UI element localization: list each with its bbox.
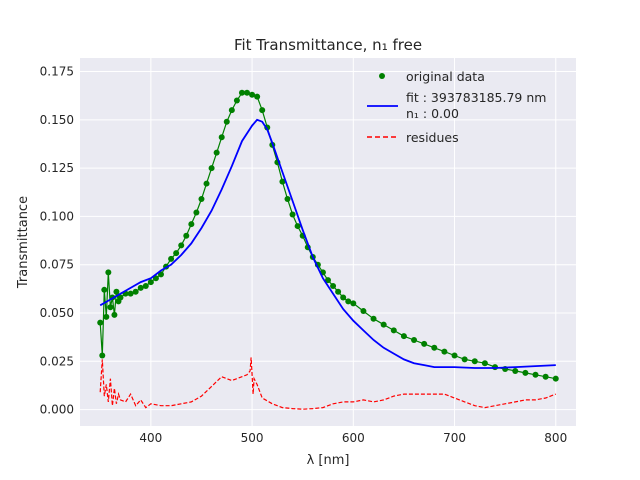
data-point <box>249 91 256 98</box>
data-point <box>370 315 377 322</box>
data-point <box>335 288 342 295</box>
data-point <box>101 286 108 293</box>
data-point <box>213 149 220 156</box>
series-layer <box>97 89 559 410</box>
data-point <box>330 282 337 289</box>
series-fit-line <box>99 118 556 369</box>
data-point <box>461 356 468 363</box>
legend-fit-label: fit : 393783185.79 nm <box>406 90 546 105</box>
data-point <box>107 304 114 311</box>
data-point <box>127 290 134 297</box>
data-point <box>279 178 286 185</box>
data-point <box>103 313 110 320</box>
data-point <box>168 255 175 262</box>
data-point <box>421 340 428 347</box>
data-point <box>522 369 529 376</box>
y-tick-labels: 0.000 0.025 0.050 0.075 0.100 0.125 0.150 0.175 <box>40 65 74 417</box>
x-tick-label: 400 <box>139 431 162 445</box>
data-point <box>157 271 164 278</box>
x-tick-label: 700 <box>443 431 466 445</box>
legend-original-data-label: original data <box>406 69 485 84</box>
data-point <box>178 242 185 249</box>
data-point <box>552 375 559 382</box>
data-point <box>294 223 301 230</box>
data-point <box>223 118 230 125</box>
data-point <box>183 232 190 239</box>
data-point <box>111 311 118 318</box>
data-point <box>233 97 240 104</box>
data-point <box>147 279 154 286</box>
legend: original data fit : 393783185.79 nm n₁ :… <box>367 69 546 145</box>
y-tick-label: 0.025 <box>40 354 74 368</box>
data-point <box>238 89 245 96</box>
y-tick-label: 0.175 <box>40 65 74 79</box>
data-point <box>284 196 291 203</box>
y-tick-label: 0.125 <box>40 161 74 175</box>
data-point <box>431 344 438 351</box>
data-point <box>173 250 180 257</box>
data-point <box>289 211 296 218</box>
legend-residues-label: residues <box>406 130 459 145</box>
data-point <box>441 348 448 355</box>
data-point <box>132 288 139 295</box>
data-point <box>259 107 266 114</box>
data-point <box>105 269 112 276</box>
data-point <box>97 319 104 326</box>
data-point <box>228 107 235 114</box>
data-point <box>325 277 331 284</box>
data-point <box>451 352 458 359</box>
y-axis-label: Transmittance <box>16 196 31 289</box>
data-point <box>411 337 418 344</box>
data-point <box>198 196 205 203</box>
y-tick-label: 0.150 <box>40 113 74 127</box>
data-point <box>512 367 519 374</box>
data-point <box>137 284 144 291</box>
data-point <box>360 308 367 315</box>
x-tick-label: 500 <box>241 431 264 445</box>
y-tick-label: 0.075 <box>40 258 74 272</box>
data-point <box>345 298 352 305</box>
data-point <box>218 134 225 141</box>
data-point <box>390 327 397 334</box>
plot-area-background <box>80 58 576 426</box>
y-tick-label: 0.050 <box>40 306 74 320</box>
data-point <box>471 358 478 365</box>
data-point <box>350 300 357 307</box>
data-point <box>152 275 159 282</box>
data-point <box>380 321 387 328</box>
series-residues-line <box>99 357 557 410</box>
data-point <box>481 360 488 367</box>
legend-original-data-marker <box>379 73 385 79</box>
data-point <box>400 333 407 340</box>
y-tick-label: 0.100 <box>40 209 74 223</box>
grid <box>80 58 576 426</box>
data-point <box>542 373 549 380</box>
x-axis-label: λ [nm] <box>307 453 350 468</box>
data-point <box>208 165 215 172</box>
data-point <box>203 180 210 187</box>
data-point <box>99 352 106 359</box>
data-point <box>532 371 539 378</box>
chart-title: Fit Transmittance, n₁ free <box>234 36 422 54</box>
x-tick-label: 600 <box>342 431 365 445</box>
y-tick-label: 0.000 <box>40 403 74 417</box>
data-point <box>244 89 251 96</box>
data-point <box>188 221 195 228</box>
x-tick-label: 800 <box>544 431 567 445</box>
legend-fit-label-n1: n₁ : 0.00 <box>406 106 459 121</box>
data-point <box>193 209 200 216</box>
data-point <box>117 294 124 301</box>
data-point <box>340 294 347 301</box>
data-point <box>113 288 120 295</box>
data-point <box>142 282 149 289</box>
x-tick-labels: 400 500 600 700 800 <box>139 431 567 445</box>
data-point <box>254 93 261 100</box>
